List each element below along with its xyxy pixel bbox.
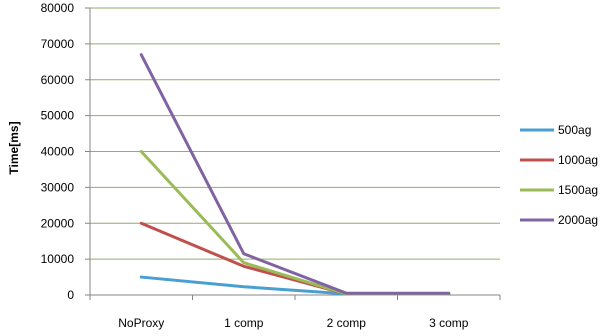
legend-label: 1500ag bbox=[558, 183, 598, 197]
legend-label: 2000ag bbox=[558, 213, 598, 227]
series-line-2000ag bbox=[139, 53, 451, 295]
legend-label: 500ag bbox=[558, 123, 591, 137]
legend-item: 2000ag bbox=[520, 213, 598, 227]
y-tick-label: 50000 bbox=[41, 109, 75, 123]
legend-item: 500ag bbox=[520, 123, 591, 137]
y-tick-label: 40000 bbox=[41, 145, 75, 159]
y-tick-label: 80000 bbox=[41, 1, 75, 15]
axes bbox=[85, 7, 501, 300]
x-tick-label: NoProxy bbox=[118, 316, 164, 330]
series-line-1000ag bbox=[139, 221, 451, 296]
y-tick-label: 10000 bbox=[41, 252, 75, 266]
legend-item: 1500ag bbox=[520, 183, 598, 197]
x-tick-labels: NoProxy 1 comp 2 comp 3 comp bbox=[118, 316, 469, 330]
y-tick-label: 0 bbox=[67, 288, 74, 302]
y-tick-label: 70000 bbox=[41, 37, 75, 51]
legend-item: 1000ag bbox=[520, 153, 598, 167]
y-axis-title: Time[ms] bbox=[7, 121, 21, 174]
x-tick-label: 1 comp bbox=[224, 316, 264, 330]
legend: 500ag 1000ag 1500ag 2000ag bbox=[520, 123, 598, 227]
y-tick-label: 30000 bbox=[41, 180, 75, 194]
series-lines bbox=[139, 53, 451, 296]
y-tick-label: 60000 bbox=[41, 73, 75, 87]
y-tick-label: 20000 bbox=[41, 216, 75, 230]
legend-label: 1000ag bbox=[558, 153, 598, 167]
x-tick-label: 2 comp bbox=[327, 316, 367, 330]
gridlines bbox=[90, 7, 500, 260]
x-tick-label: 3 comp bbox=[429, 316, 469, 330]
y-tick-labels: 0 10000 20000 30000 40000 50000 60000 70000 8000… bbox=[41, 1, 75, 302]
